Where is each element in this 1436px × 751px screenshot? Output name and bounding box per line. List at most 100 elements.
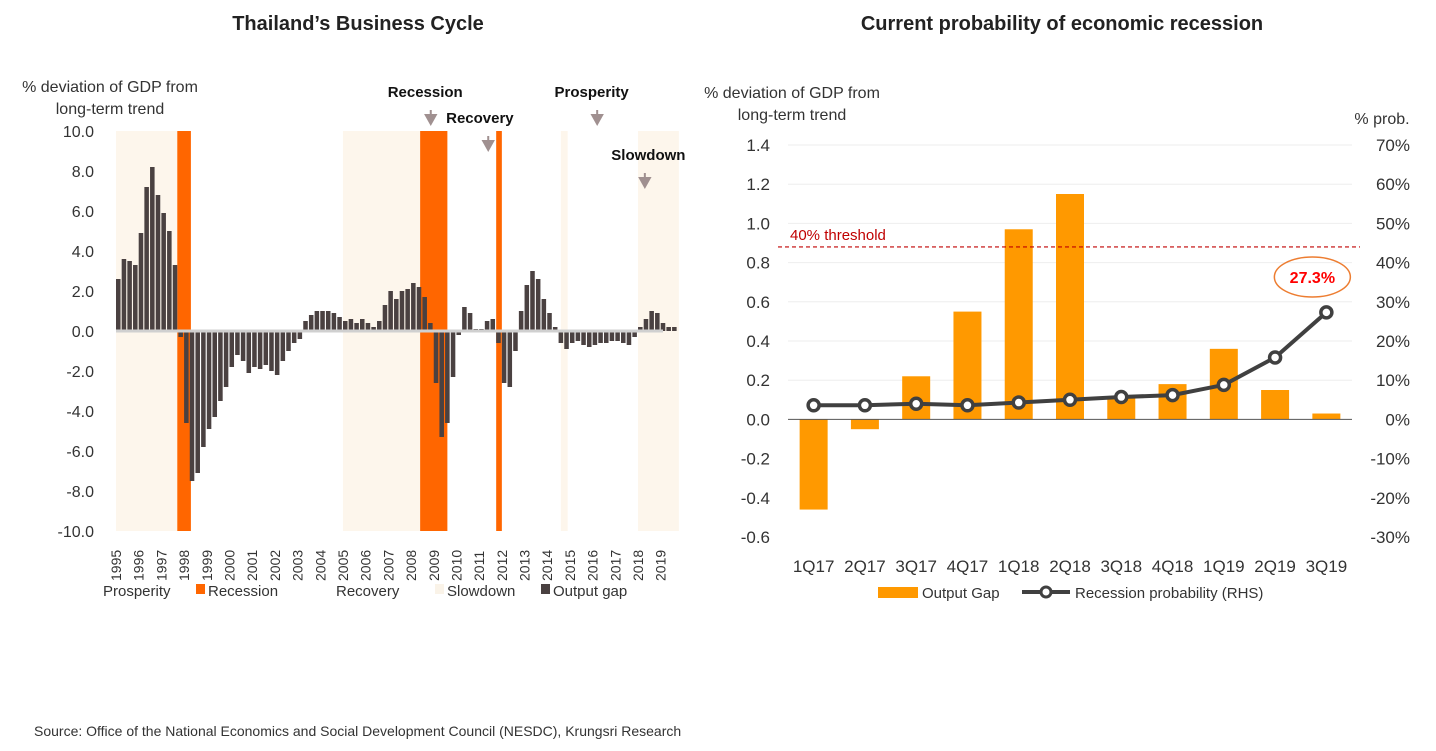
- output-gap-bar: [229, 331, 235, 367]
- x-tick-label: 1995: [108, 550, 124, 581]
- recession-probability-marker: [1062, 392, 1078, 408]
- output-gap-bar: [331, 313, 337, 331]
- down-arrow-icon: [590, 110, 604, 127]
- x-tick-label: 1996: [131, 550, 147, 581]
- output-gap-bar: [342, 321, 348, 331]
- y2-tick-label: -20%: [1370, 489, 1410, 508]
- output-gap-bar: [133, 265, 138, 331]
- y-tick-label: -0.6: [741, 528, 770, 547]
- callout-label: 27.3%: [1290, 270, 1335, 287]
- x-tick-label: 2Q17: [844, 557, 886, 576]
- output-gap-bar: [575, 331, 581, 341]
- output-gap-bar: [359, 319, 365, 331]
- output-gap-bar: [348, 319, 354, 331]
- output-gap-bar: [297, 331, 303, 339]
- x-tick-label: 4Q18: [1152, 557, 1194, 576]
- x-tick-label: 3Q18: [1100, 557, 1142, 576]
- y2-tick-label: -30%: [1370, 528, 1410, 547]
- output-gap-bar: [235, 331, 240, 355]
- recession-probability-marker: [1165, 387, 1180, 403]
- output-gap-bar: [172, 265, 178, 331]
- output-gap-bar: [666, 327, 671, 331]
- y-tick-label: 0.8: [746, 254, 770, 273]
- output-gap-bar: [303, 321, 308, 331]
- output-gap-bar: [609, 331, 615, 341]
- output-gap-bar: [660, 323, 666, 331]
- output-gap-bar: [167, 231, 172, 331]
- output-gap-bar: [552, 327, 558, 331]
- output-gap-bar: [240, 331, 246, 361]
- output-gap-bar: [541, 299, 547, 331]
- y-tick-label: -4.0: [66, 404, 94, 421]
- x-tick-label: 1997: [153, 550, 169, 581]
- output-gap-bar: [371, 327, 376, 331]
- output-gap-bar: [1004, 229, 1033, 420]
- output-gap-bar: [535, 279, 541, 331]
- x-tick-label: 1Q19: [1203, 557, 1245, 576]
- y-tick-label: -0.4: [741, 489, 770, 508]
- output-gap-bar: [1261, 390, 1290, 420]
- down-arrow-icon: [481, 136, 495, 153]
- x-tick-label: 2007: [380, 550, 396, 581]
- recession-probability-marker: [1011, 395, 1026, 410]
- y2-tick-label: -10%: [1370, 450, 1410, 469]
- left-chart-title: Thailand’s Business Cycle: [232, 13, 484, 35]
- output-gap-bar: [257, 331, 263, 369]
- x-tick-label: 1Q18: [998, 557, 1040, 576]
- output-gap-bar: [144, 187, 149, 331]
- x-tick-label: 2019: [653, 550, 669, 581]
- output-gap-bar: [1056, 194, 1084, 420]
- recession-probability-marker: [960, 398, 975, 413]
- legend-item: Recovery: [336, 583, 400, 600]
- output-gap-bar: [621, 331, 626, 343]
- output-gap-bar: [467, 313, 473, 331]
- y-tick-label: 0.0: [72, 324, 94, 341]
- output-gap-bar: [649, 311, 654, 331]
- x-tick-label: 2010: [448, 550, 464, 581]
- y-tick-label: 0.2: [746, 371, 770, 390]
- output-gap-bar: [121, 259, 127, 331]
- output-gap-bar: [416, 287, 422, 331]
- recession-probability-marker: [806, 398, 821, 413]
- output-gap-bar: [484, 321, 490, 331]
- y-tick-label: -6.0: [66, 444, 94, 461]
- output-gap-bar: [263, 331, 269, 365]
- output-gap-bar: [201, 331, 206, 447]
- output-gap-bar: [127, 261, 132, 331]
- output-gap-bar: [615, 331, 620, 341]
- y2-tick-label: 40%: [1376, 254, 1410, 273]
- legend-item: Output Gap: [922, 585, 1000, 602]
- output-gap-bar: [308, 315, 314, 331]
- y2-tick-label: 20%: [1376, 332, 1410, 351]
- legend-item: Prosperity: [103, 583, 171, 600]
- x-tick-label: 2000: [221, 550, 237, 581]
- output-gap-bar: [325, 311, 331, 331]
- output-gap-bar: [195, 331, 200, 473]
- legend-item: Output gap: [553, 583, 627, 600]
- output-gap-bar: [320, 311, 325, 331]
- y-tick-label: -10.0: [58, 524, 95, 541]
- output-gap-bar: [365, 323, 371, 331]
- annotation-label: Slowdown: [611, 147, 685, 164]
- y2-tick-label: 0%: [1385, 410, 1410, 429]
- output-gap-bar: [626, 331, 632, 345]
- output-gap-bar: [223, 331, 229, 387]
- output-gap-bar: [1312, 413, 1341, 420]
- output-gap-bar: [586, 331, 592, 347]
- output-gap-bar: [530, 271, 535, 331]
- x-tick-label: 2Q19: [1254, 557, 1296, 576]
- legend-item: Recession: [208, 583, 278, 600]
- output-gap-bar: [150, 167, 155, 331]
- legend-item: Recession probability (RHS): [1075, 585, 1263, 602]
- output-gap-bar: [547, 313, 552, 331]
- y-tick-label: 0.6: [746, 293, 770, 312]
- y-tick-label: 1.2: [746, 175, 770, 194]
- recession-probability-marker: [857, 398, 873, 413]
- output-gap-bar: [501, 331, 507, 383]
- x-tick-label: 2003: [290, 550, 306, 581]
- output-gap-bar: [405, 289, 410, 331]
- x-tick-label: 2002: [267, 550, 283, 581]
- x-tick-label: 2009: [426, 550, 442, 581]
- output-gap-bar: [672, 327, 677, 331]
- x-tick-label: 1998: [176, 550, 192, 581]
